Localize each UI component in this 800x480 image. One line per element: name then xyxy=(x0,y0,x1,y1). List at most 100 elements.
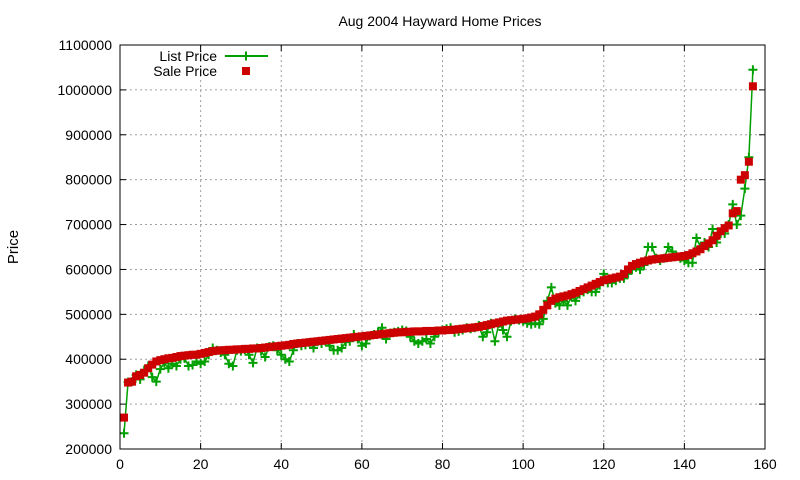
list-price-point xyxy=(571,296,581,306)
sale-price-point xyxy=(732,207,741,216)
sale-price-point xyxy=(386,329,395,338)
sale-price-point xyxy=(728,209,737,218)
sale-price-point xyxy=(748,82,757,91)
sale-price-point xyxy=(398,328,407,337)
sale-price-point xyxy=(337,334,346,343)
list-price-point xyxy=(228,361,238,371)
sale-price-point xyxy=(374,330,382,339)
sale-price-point xyxy=(700,242,709,251)
sale-price-point xyxy=(378,330,387,339)
sale-price-point xyxy=(567,290,576,299)
sale-price-point xyxy=(418,327,427,336)
sale-price-point xyxy=(361,331,370,340)
sale-price-point xyxy=(156,356,165,365)
sale-price-point xyxy=(615,272,624,281)
y-tick-label: 800000 xyxy=(65,172,112,188)
sale-price-point xyxy=(265,343,274,352)
sale-price-point xyxy=(168,353,177,362)
sale-price-point xyxy=(297,339,306,348)
sale-price-point xyxy=(644,256,653,265)
sale-price-point xyxy=(450,325,459,334)
sale-price-point xyxy=(245,344,253,353)
sale-price-point xyxy=(200,348,209,357)
sale-price-point xyxy=(124,378,133,387)
sale-price-point xyxy=(611,273,620,282)
sale-price-point xyxy=(523,314,532,323)
sale-price-point xyxy=(430,326,439,335)
sale-price-point xyxy=(482,321,491,330)
sale-price-point xyxy=(454,325,463,334)
sale-price-point xyxy=(321,336,330,345)
sale-price-point xyxy=(216,346,225,355)
sale-price-point xyxy=(277,341,286,350)
sale-price-point xyxy=(132,372,141,381)
sale-price-point xyxy=(660,254,669,263)
sale-price-point xyxy=(349,333,358,342)
x-tick-label: 80 xyxy=(435,456,451,472)
sale-price-point xyxy=(240,344,249,353)
sale-price-point xyxy=(329,335,338,344)
grid-layer xyxy=(120,45,765,449)
sale-price-point xyxy=(640,257,649,266)
list-price-point xyxy=(728,199,738,209)
sale-price-point xyxy=(591,279,600,288)
sale-price-point xyxy=(462,324,471,333)
sale-price-point xyxy=(208,347,217,356)
sale-price-point xyxy=(498,317,507,326)
list-price-point xyxy=(119,428,129,438)
sale-price-point xyxy=(466,323,475,332)
sale-price-point xyxy=(180,351,189,360)
sale-price-point xyxy=(281,341,290,350)
sale-price-point xyxy=(365,331,374,340)
sale-price-point xyxy=(668,253,677,262)
sale-price-point xyxy=(494,318,503,327)
list-price-point xyxy=(155,364,165,374)
sale-price-point xyxy=(503,316,511,325)
list-price-point xyxy=(482,327,492,337)
sale-price-point xyxy=(390,328,399,337)
sale-price-point xyxy=(696,245,705,254)
list-price-point xyxy=(740,184,750,194)
sale-price-point xyxy=(740,171,749,180)
sale-price-point xyxy=(120,413,129,422)
sale-price-point xyxy=(345,333,354,342)
x-tick-label: 100 xyxy=(511,456,535,472)
sale-price-point xyxy=(148,360,157,369)
list-price-point xyxy=(554,300,564,310)
sale-price-point xyxy=(249,344,258,353)
sale-price-point xyxy=(224,345,233,354)
legend: List Price Sale Price xyxy=(153,48,268,79)
sale-price-point xyxy=(192,350,201,359)
sale-price-point xyxy=(559,292,568,301)
y-tick-label: 700000 xyxy=(65,217,112,233)
sale-price-point xyxy=(579,285,588,294)
list-price-point xyxy=(425,339,435,349)
sale-price-point xyxy=(402,327,411,336)
list-price-point xyxy=(284,356,294,366)
sale-price-point xyxy=(571,288,580,297)
sale-price-point xyxy=(236,345,245,354)
sale-price-point xyxy=(341,334,350,343)
sale-price-point xyxy=(547,296,556,305)
list-price-point xyxy=(498,325,508,335)
sale-price-point xyxy=(603,275,612,284)
sale-price-point xyxy=(680,251,689,260)
sale-price-point xyxy=(188,350,197,359)
sale-price-point xyxy=(301,338,310,347)
y-tick-label: 600000 xyxy=(65,261,112,277)
sale-price-point xyxy=(309,337,318,346)
x-tick-label: 120 xyxy=(592,456,616,472)
list-price-point xyxy=(591,287,601,297)
sale-price-point xyxy=(164,354,173,363)
sale-price-point xyxy=(736,175,745,184)
sale-price-point xyxy=(527,313,536,322)
list-price-point xyxy=(337,343,347,353)
sale-price-point xyxy=(724,221,733,230)
list-price-point xyxy=(546,282,556,292)
sale-price-point xyxy=(720,224,729,233)
sale-price-point xyxy=(583,283,592,292)
sale-price-point xyxy=(305,338,314,347)
sale-price-point xyxy=(232,345,241,354)
sale-price-point xyxy=(273,342,282,351)
